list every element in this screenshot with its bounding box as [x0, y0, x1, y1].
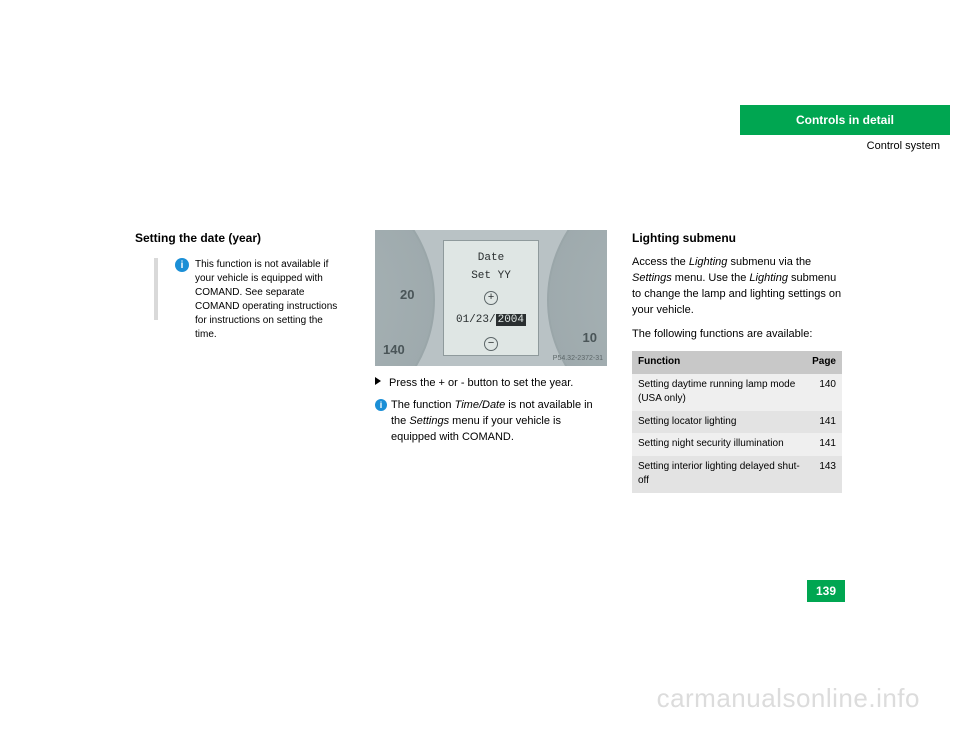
info-icon: i [175, 258, 189, 272]
page-number: 139 [807, 580, 845, 602]
th-page: Page [806, 351, 842, 374]
gauge-right [547, 230, 607, 366]
instruction-text: Press the + or - button to set the year. [389, 376, 607, 392]
gauge-num-10: 10 [583, 329, 597, 348]
lcd-figure: 20 140 10 Date Set YY + 01/23/2004 − P54… [375, 230, 607, 366]
info-text: This function is not available if your v… [195, 258, 345, 342]
watermark: carmanualsonline.info [657, 683, 920, 714]
col1-title: Setting the date (year) [135, 230, 345, 247]
figure-code: P54.32-2372-31 [553, 354, 603, 364]
lcd-line1: Date [444, 251, 538, 267]
date-highlight: 2004 [496, 314, 526, 326]
cell-pg: 140 [806, 374, 842, 411]
th-function: Function [632, 351, 806, 374]
section-tab: Controls in detail [740, 105, 950, 135]
cell-fn: Setting interior lighting delayed shut-o… [632, 456, 806, 493]
col3-title: Lighting submenu [632, 230, 842, 247]
column-3: Lighting submenu Access the Lighting sub… [632, 230, 842, 493]
lcd-date: 01/23/2004 [444, 313, 538, 329]
column-1: Setting the date (year) [135, 230, 345, 255]
cell-pg: 143 [806, 456, 842, 493]
minus-icon: − [484, 337, 498, 351]
col3-intro2: The following functions are available: [632, 327, 842, 343]
cell-fn: Setting locator lighting [632, 411, 806, 434]
plus-icon: + [484, 291, 498, 305]
lcd-screen: Date Set YY + 01/23/2004 − [443, 240, 539, 356]
date-prefix: 01/23/ [456, 314, 496, 326]
functions-table: Function Page Setting daytime running la… [632, 351, 842, 493]
table-header-row: Function Page [632, 351, 842, 374]
cell-pg: 141 [806, 411, 842, 434]
table-row: Setting locator lighting 141 [632, 411, 842, 434]
note-info-icon: i [375, 398, 391, 446]
instruction-item: Press the + or - button to set the year. [375, 376, 607, 392]
column-2: 20 140 10 Date Set YY + 01/23/2004 − P54… [375, 230, 607, 452]
table-row: Setting daytime running lamp mode (USA o… [632, 374, 842, 411]
table-row: Setting interior lighting delayed shut-o… [632, 456, 842, 493]
cell-fn: Setting night security illumination [632, 433, 806, 456]
triangle-icon [375, 376, 389, 392]
table-row: Setting night security illumination 141 [632, 433, 842, 456]
gauge-num-140: 140 [383, 341, 405, 360]
col3-intro: Access the Lighting submenu via the Sett… [632, 255, 842, 319]
cell-fn: Setting daytime running lamp mode (USA o… [632, 374, 806, 411]
info-sidebar [154, 258, 158, 320]
note-item: i The function Time/Date is not availabl… [375, 398, 607, 446]
gauge-num-20: 20 [400, 286, 414, 305]
cell-pg: 141 [806, 433, 842, 456]
section-subhead: Control system [740, 140, 950, 152]
lcd-line2: Set YY [444, 269, 538, 285]
note-text: The function Time/Date is not available … [391, 398, 607, 446]
manual-page: Controls in detail Control system Settin… [0, 0, 960, 742]
